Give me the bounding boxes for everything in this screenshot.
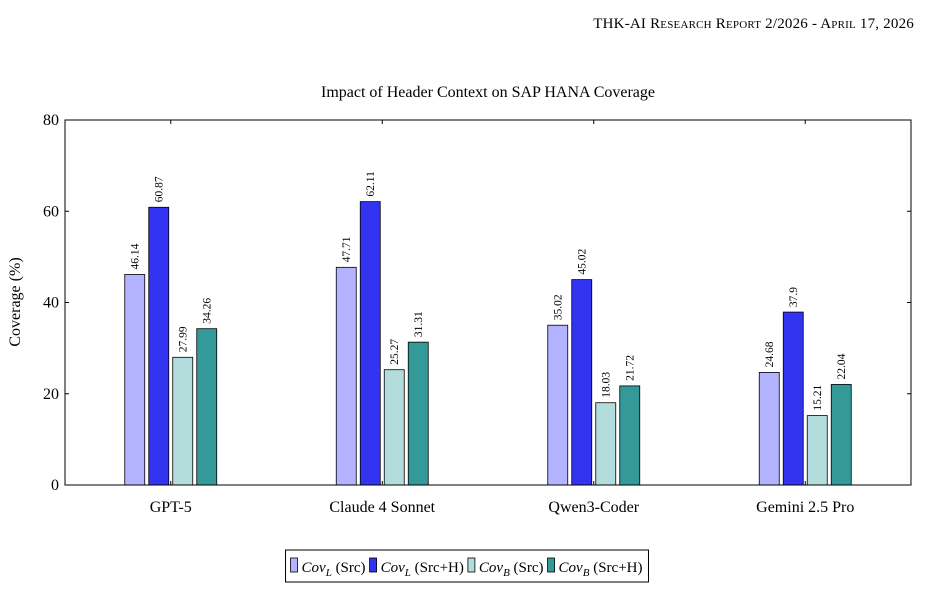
bar-value-label: 31.31 <box>413 311 425 337</box>
legend-entry: CovL (Src) <box>302 560 366 579</box>
legend: CovL (Src) CovL (Src+H) CovB (Src) CovB (Sr… <box>285 549 649 583</box>
bar <box>383 369 405 486</box>
bar-value-label: 34.26 <box>202 298 214 324</box>
bar-value-label: 35.02 <box>553 294 565 320</box>
y-tick-label: 40 <box>43 295 59 312</box>
plot-frame <box>64 119 912 486</box>
bar-value-label: 21.72 <box>625 355 637 381</box>
legend-entry: CovB (Src) <box>479 560 544 579</box>
running-header: THK-AI Research Report 2/2026 - April 17… <box>593 16 914 33</box>
chart-title: Impact of Header Context on SAP HANA Cov… <box>321 84 655 101</box>
bar <box>148 206 170 486</box>
header-text-f: pril <box>831 16 856 32</box>
bar <box>571 279 593 486</box>
category-label: Gemini 2.5 Pro <box>756 499 854 516</box>
header-text-e: 2/2026 - A <box>761 16 832 32</box>
ticks-layer: 0 20 40 60 80 GPT-5 Claude 4 Sonnet Qwen3-Coder… <box>43 112 911 516</box>
bar <box>806 415 828 486</box>
category-label: Qwen3-Coder <box>548 499 639 516</box>
bar <box>335 266 357 486</box>
bar-value-label: 25.27 <box>389 339 401 365</box>
legend-box <box>285 549 649 583</box>
bar <box>782 311 804 486</box>
bar <box>407 341 429 486</box>
bar <box>196 328 218 486</box>
bar-value-label: 47.71 <box>341 236 353 262</box>
header-text-c: R <box>711 16 726 32</box>
y-tick-label: 60 <box>43 203 59 220</box>
bar <box>595 402 617 486</box>
y-axis-label: Coverage (%) <box>7 257 24 346</box>
legend-swatch <box>290 557 298 573</box>
bars-layer: 46.14 60.87 27.99 34.26 47.71 62.11 25.27 31.31… <box>124 171 852 486</box>
bar <box>619 385 641 486</box>
bar-value-label: 45.02 <box>577 248 589 274</box>
legend-entry: CovB (Src+H) <box>559 560 643 579</box>
bar <box>830 384 852 486</box>
y-tick-label: 20 <box>43 386 59 403</box>
header-text-b: esearch <box>660 16 712 32</box>
bar-value-label: 37.9 <box>788 287 800 307</box>
bar-value-label: 15.21 <box>812 384 824 410</box>
bar <box>124 274 146 486</box>
bar-value-label: 27.99 <box>178 326 190 352</box>
y-tick-label: 80 <box>43 112 59 129</box>
bar-value-label: 18.03 <box>601 372 613 398</box>
bar-value-label: 60.87 <box>154 176 166 202</box>
bar-value-label: 24.68 <box>764 341 776 367</box>
bar <box>547 324 569 486</box>
legend-swatch <box>369 557 377 573</box>
legend-swatch <box>467 557 476 573</box>
bar <box>758 371 780 486</box>
y-tick-label: 0 <box>51 477 59 494</box>
bar <box>172 356 194 486</box>
bar-value-label: 62.11 <box>365 171 377 197</box>
header-text-g: 17, 2026 <box>855 16 914 32</box>
legend-entry: CovL (Src+H) <box>381 560 464 579</box>
category-label: Claude 4 Sonnet <box>329 499 435 516</box>
header-text-a: THK-AI R <box>593 16 661 32</box>
bar-value-label: 46.14 <box>130 243 142 269</box>
bar <box>359 201 381 486</box>
category-label: GPT-5 <box>150 499 192 516</box>
header-text-d: eport <box>725 16 762 32</box>
legend-swatch <box>547 557 555 573</box>
bar-value-label: 22.04 <box>836 353 848 379</box>
